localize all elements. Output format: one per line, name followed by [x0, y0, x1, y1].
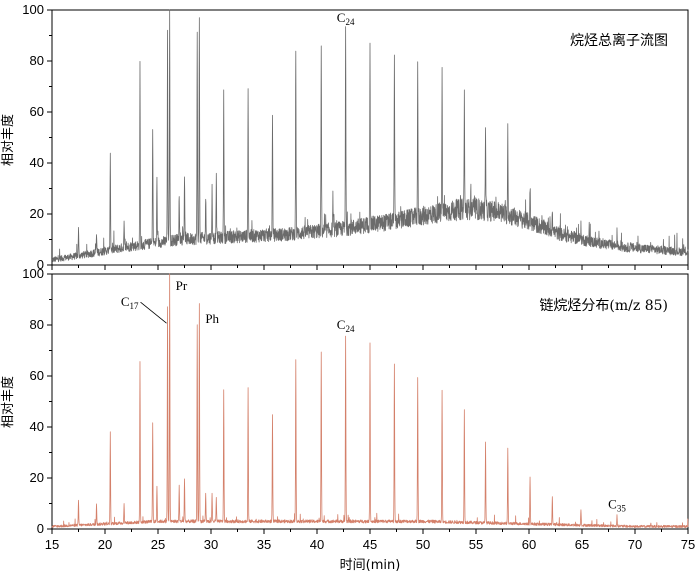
mz85-y-tick-label: 60	[30, 368, 44, 383]
mz85-x-tick-label: 70	[628, 537, 642, 552]
mz85-annotation-leader	[140, 301, 167, 324]
mz85-x-tick-label: 35	[257, 537, 271, 552]
tic-peak-annotation: C24	[337, 10, 355, 27]
tic-y-tick-label: 20	[30, 206, 44, 221]
tic-y-tick-label: 0	[37, 257, 44, 272]
tic-panel: 烷烃总离子流图 相对丰度 0 20 40 60 80 100 C24	[0, 2, 689, 272]
mz85-x-tick-label: 75	[681, 537, 695, 552]
x-axis-label: 时间(min)	[340, 558, 401, 573]
mz85-x-tick-label: 15	[45, 537, 59, 552]
mz85-x-tick-label: 20	[98, 537, 112, 552]
tic-y-tick-label: 100	[22, 2, 44, 17]
tic-y-tick-label: 60	[30, 104, 44, 119]
mz85-y-tick-label: 0	[37, 521, 44, 536]
mz85-peak-annotation: C24	[337, 317, 355, 334]
mz85-peak-annotation: Ph	[205, 311, 219, 326]
mz85-x-tick-label: 30	[204, 537, 218, 552]
tic-y-tick-label: 80	[30, 53, 44, 68]
mz85-y-tick-label: 80	[30, 317, 44, 332]
tic-panel-title: 烷烃总离子流图	[570, 32, 668, 49]
mz85-y-tick-label: 100	[22, 266, 44, 281]
mz85-panel-title: 链烷烃分布(m/z 85)	[539, 298, 668, 314]
mz85-x-tick-label: 55	[469, 537, 483, 552]
mz85-y-tick-label: 40	[30, 419, 44, 434]
mz85-series-trace	[51, 273, 689, 529]
tic-series-trace	[51, 9, 689, 263]
mz85-y-tick-label: 20	[30, 470, 44, 485]
mz85-x-tick-label: 45	[363, 537, 377, 552]
mz85-peak-annotation: C17	[121, 294, 139, 311]
mz85-x-tick-label: 25	[151, 537, 165, 552]
mz85-x-tick-label: 60	[522, 537, 536, 552]
mz85-x-tick-label: 65	[575, 537, 589, 552]
mz85-x-tick-label: 40	[310, 537, 324, 552]
mz85-peak-annotation: C35	[608, 496, 626, 513]
tic-y-axis-label: 相对丰度	[0, 114, 16, 166]
mz85-y-axis-label: 相对丰度	[0, 376, 16, 428]
mz85-panel: 链烷烃分布(m/z 85) 相对丰度 0 20 40 60 80 100 15 20 25 30 3…	[0, 266, 695, 552]
mz85-x-tick-label: 50	[416, 537, 430, 552]
tic-y-tick-label: 40	[30, 155, 44, 170]
mz85-peak-annotation: Pr	[176, 278, 188, 293]
